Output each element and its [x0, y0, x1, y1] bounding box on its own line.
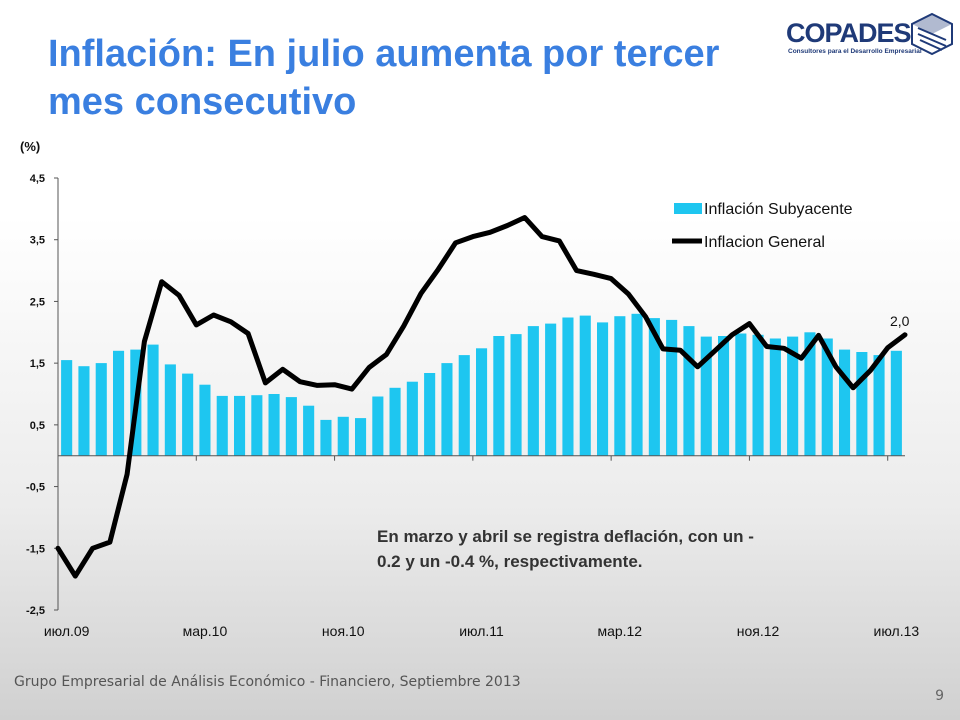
y-tick-label: 2,5 [30, 296, 45, 308]
x-tick-label: ноя.12 [737, 623, 780, 639]
bar-subyacente [856, 352, 868, 456]
bar-subyacente [337, 416, 349, 456]
bar-subyacente [579, 315, 591, 456]
slide-title: Inflación: En julio aumenta por tercer m… [48, 33, 720, 123]
bar-subyacente [251, 395, 263, 456]
legend-label-subyacente: Inflación Subyacente [704, 201, 853, 218]
series-line-inflacion-general [55, 215, 908, 579]
bar-subyacente [787, 336, 799, 456]
bar-subyacente [458, 355, 470, 456]
last-value-label: 2,0 [890, 313, 910, 329]
logo-cube-icon [911, 12, 953, 56]
x-tick-label: мар.12 [597, 623, 642, 639]
bar-subyacente [821, 338, 833, 456]
bar-subyacente [666, 319, 678, 456]
bar-subyacente [752, 334, 764, 456]
x-tick-label: июл.11 [459, 623, 504, 639]
bar-subyacente [597, 322, 609, 456]
x-tick-label: ноя.10 [322, 623, 365, 639]
bar-subyacente [476, 348, 488, 456]
bar-subyacente [61, 360, 73, 456]
bar-subyacente [424, 373, 436, 456]
bar-subyacente [268, 394, 280, 456]
bar-subyacente [389, 387, 401, 456]
bar-subyacente [406, 381, 418, 456]
bar-subyacente [78, 366, 90, 456]
bar-subyacente [372, 396, 384, 456]
bar-subyacente [164, 364, 176, 456]
inflation-chart: (%) 4,5 3,5 2,5 1,5 0,5 -0,5 -1,5 -2,5 июл.09 мар… [20, 139, 920, 639]
annotation-line-2: 0.2 y un -0.4 %, respectivamente. [377, 552, 643, 571]
y-axis-label: (%) [20, 139, 40, 154]
bar-subyacente [718, 336, 730, 456]
y-tick-label: -1,5 [26, 543, 45, 555]
bar-subyacente [804, 332, 816, 456]
bar-subyacente [199, 384, 211, 456]
bar-subyacente [631, 313, 643, 456]
bar-subyacente [735, 333, 747, 456]
bar-subyacente [441, 363, 453, 456]
logo-tagline: Consultores para el Desarrollo Empresari… [788, 48, 922, 55]
bar-subyacente [95, 363, 107, 456]
bar-subyacente [303, 405, 315, 456]
bar-subyacente [545, 323, 557, 456]
legend-swatch-subyacente [674, 203, 702, 214]
bar-subyacente [769, 338, 781, 456]
bar-subyacente [873, 355, 885, 456]
annotation-line-1: En marzo y abril se registra deflación, … [377, 527, 754, 546]
footer-text: Grupo Empresarial de Análisis Económico … [14, 674, 521, 690]
bar-subyacente [890, 350, 902, 456]
bar-subyacente [147, 344, 159, 456]
bar-subyacente [839, 349, 851, 456]
bar-subyacente [285, 397, 297, 456]
bar-subyacente [216, 395, 228, 456]
bar-subyacente [320, 419, 332, 456]
bar-subyacente [182, 373, 194, 456]
bar-subyacente [493, 336, 505, 456]
page-number: 9 [935, 688, 944, 704]
legend-label-general: Inflacion General [704, 234, 825, 251]
x-tick-label: июл.09 [44, 623, 90, 639]
bar-subyacente [510, 334, 522, 456]
y-tick-label: -0,5 [26, 482, 45, 494]
x-tick-label: мар.10 [183, 623, 228, 639]
bar-subyacente [614, 316, 626, 456]
bar-subyacente [648, 318, 660, 456]
y-tick-label: 4,5 [30, 173, 45, 185]
copades-logo: COPADES Consultores para el Desarrollo E… [786, 10, 956, 70]
logo-text: COPADES [786, 18, 912, 48]
bar-subyacente [683, 326, 695, 456]
y-tick-label: 0,5 [30, 420, 45, 432]
y-tick-label: 3,5 [30, 235, 45, 247]
bar-subyacente [527, 326, 539, 456]
y-tick-label: 1,5 [30, 358, 45, 370]
bar-subyacente [234, 395, 246, 456]
bar-subyacente [113, 350, 125, 456]
bar-subyacente [355, 418, 367, 456]
y-tick-label: -2,5 [26, 605, 45, 617]
bar-subyacente [700, 336, 712, 456]
x-tick-label: июл.13 [874, 623, 920, 639]
bar-subyacente [562, 317, 574, 456]
